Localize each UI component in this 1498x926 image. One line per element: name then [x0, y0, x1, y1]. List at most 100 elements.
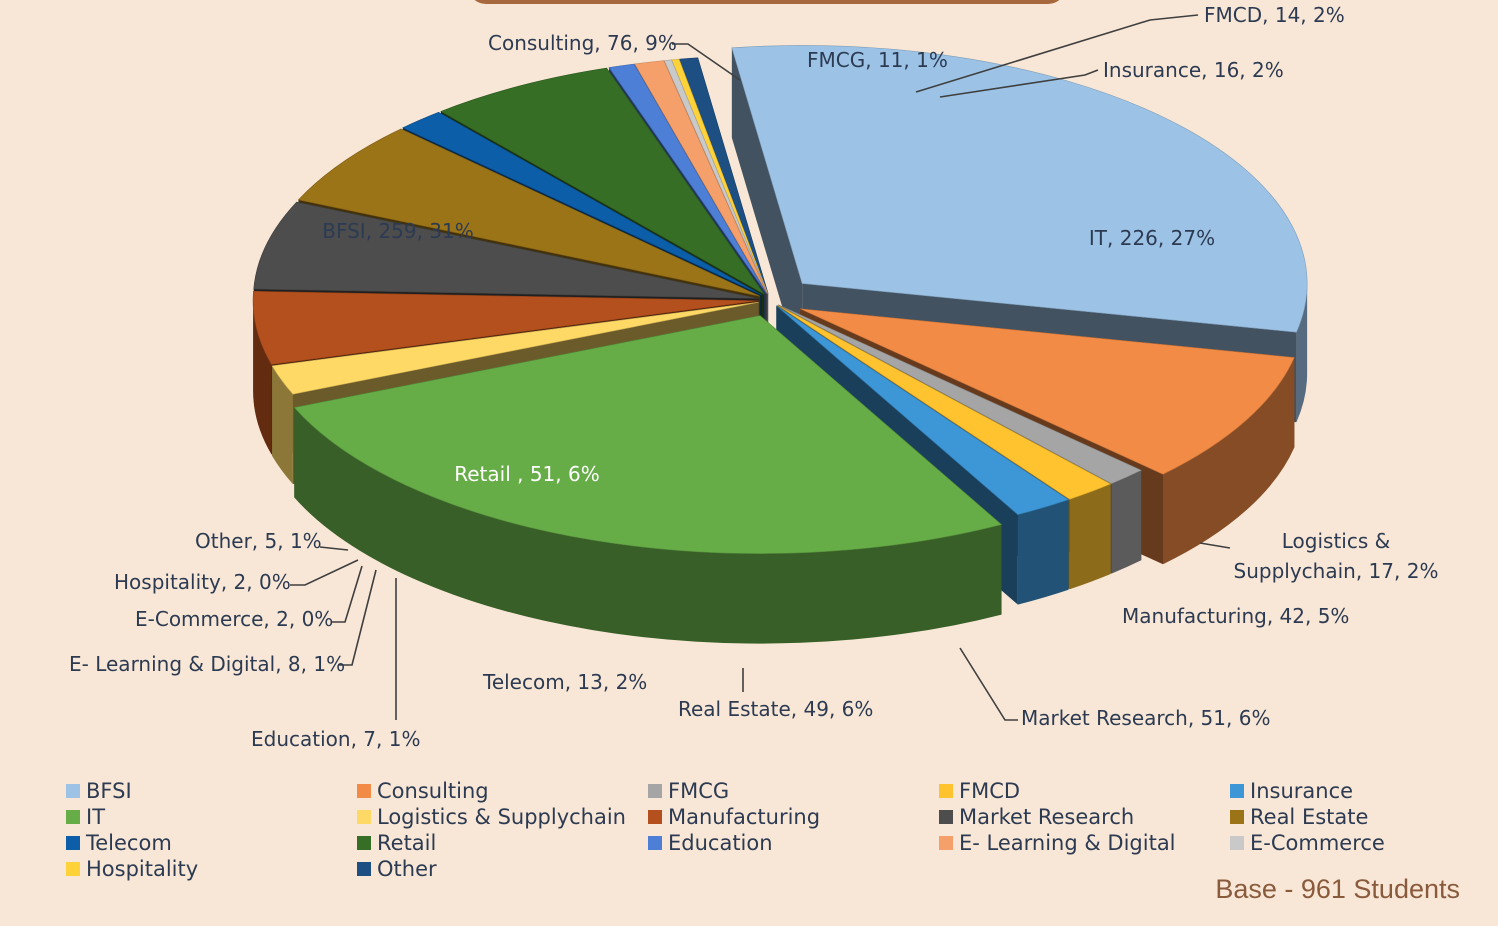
- legend-swatch: [1230, 810, 1244, 824]
- leader-other: [319, 546, 349, 551]
- legend-label: Market Research: [959, 805, 1135, 829]
- label-logistics-line2: Supplychain, 17, 2%: [1234, 559, 1439, 583]
- label-fmcg: FMCG, 11, 1%: [807, 48, 948, 72]
- slice-top: [252, 290, 759, 365]
- slice-top: [777, 304, 1112, 500]
- legend-swatch: [1230, 784, 1244, 798]
- legend-label: E-Commerce: [1250, 831, 1385, 855]
- pie-slices: [252, 45, 1308, 644]
- legend-item: Insurance: [1230, 778, 1498, 804]
- label-consulting: Consulting, 76, 9%: [488, 31, 677, 55]
- legend-label: Manufacturing: [668, 805, 821, 829]
- legend-swatch: [939, 836, 953, 850]
- leader-insurance: [939, 69, 1099, 98]
- legend-item: BFSI: [66, 778, 357, 804]
- label-other: Other, 5, 1%: [195, 529, 322, 553]
- legend-item: FMCG: [648, 778, 939, 804]
- legend-label: BFSI: [86, 779, 132, 803]
- slice-side: [294, 407, 1002, 644]
- legend-label: Retail: [377, 831, 437, 855]
- legend-swatch: [357, 810, 371, 824]
- pie-chart: BFSI, 259, 31% Consulting, 76, 9% FMCG, …: [69, 3, 1439, 751]
- legend-label: Logistics & Supplychain: [377, 805, 626, 829]
- slice-top: [663, 59, 768, 294]
- leader-elearning: [338, 569, 377, 666]
- label-it: IT, 226, 27%: [1089, 226, 1215, 250]
- leader-logistics: [1199, 542, 1231, 549]
- label-logistics-line1: Logistics &: [1282, 529, 1390, 553]
- legend-item: IT: [66, 804, 357, 830]
- legend-item: FMCD: [939, 778, 1230, 804]
- label-insurance: Insurance, 16, 2%: [1103, 58, 1284, 82]
- legend-swatch: [357, 836, 371, 850]
- legend-item: Manufacturing: [648, 804, 939, 830]
- slice-it: [293, 315, 1003, 644]
- legend-label: IT: [86, 805, 106, 829]
- legend-item: Hospitality: [66, 856, 357, 882]
- legend-swatch: [939, 784, 953, 798]
- legend-item: Telecom: [66, 830, 357, 856]
- slice-top: [776, 305, 1070, 515]
- legend-item: Retail: [357, 830, 648, 856]
- legend-item: Education: [648, 830, 939, 856]
- slice-side: [1111, 470, 1142, 574]
- legend-item: Consulting: [357, 778, 648, 804]
- label-market-research: Market Research, 51, 6%: [1021, 706, 1270, 730]
- label-education: Education, 7, 1%: [251, 727, 420, 751]
- base-note: Base - 961 Students: [1215, 874, 1460, 904]
- label-ecommerce: E-Commerce, 2, 0%: [135, 607, 333, 631]
- leader-lines: [290, 14, 1231, 721]
- legend-label: Real Estate: [1250, 805, 1369, 829]
- slice-side: [1296, 283, 1308, 423]
- slice-top: [778, 304, 1142, 484]
- legend-item: Market Research: [939, 804, 1230, 830]
- label-telecom: Telecom, 13, 2%: [482, 670, 647, 694]
- leader-ecommerce: [332, 565, 363, 623]
- leader-market-research: [959, 647, 1018, 721]
- leader-consulting: [672, 43, 741, 81]
- legend-item: E-Commerce: [1230, 830, 1498, 856]
- chart-legend: BFSI Consulting FMCG FMCD Insurance IT Logisti…: [66, 778, 1498, 882]
- legend-item: E- Learning & Digital: [939, 830, 1230, 856]
- slice-top: [402, 111, 763, 296]
- slice-top: [297, 128, 761, 297]
- legend-label: Hospitality: [86, 857, 199, 881]
- leader-fmcd: [915, 14, 1199, 93]
- label-real-estate: Real Estate, 49, 6%: [678, 697, 873, 721]
- slice-top: [271, 301, 759, 395]
- label-hospitality: Hospitality, 2, 0%: [114, 570, 291, 594]
- legend-item: Other: [357, 856, 648, 882]
- legend-swatch: [357, 784, 371, 798]
- label-fmcd: FMCD, 14, 2%: [1204, 3, 1345, 27]
- slice-top: [440, 67, 765, 295]
- label-elearning: E- Learning & Digital, 8, 1%: [69, 652, 345, 676]
- slice-top: [634, 60, 768, 294]
- slice-wall: [731, 47, 803, 374]
- slice-top: [608, 63, 767, 294]
- legend-label: FMCG: [668, 779, 730, 803]
- label-manufacturing: Manufacturing, 42, 5%: [1122, 604, 1349, 628]
- slice-top: [799, 308, 1295, 475]
- legend-swatch: [66, 862, 80, 876]
- legend-label: Education: [668, 831, 773, 855]
- legend-label: Telecom: [86, 831, 172, 855]
- legend-label: E- Learning & Digital: [959, 831, 1176, 855]
- label-bfsi: BFSI, 259, 31%: [322, 219, 474, 243]
- label-retail: Retail , 51, 6%: [454, 462, 599, 486]
- legend-swatch: [939, 810, 953, 824]
- legend-swatch: [648, 810, 662, 824]
- legend-label: Consulting: [377, 779, 489, 803]
- leader-hospitality: [290, 559, 359, 586]
- slice-top: [731, 45, 1308, 333]
- legend-swatch: [66, 784, 80, 798]
- legend-label: Insurance: [1250, 779, 1354, 803]
- slice-side: [1163, 357, 1295, 565]
- legend-swatch: [648, 836, 662, 850]
- slice-top: [253, 201, 759, 299]
- legend-swatch: [66, 836, 80, 850]
- legend-swatch: [357, 862, 371, 876]
- legend-label: Other: [377, 857, 437, 881]
- slice-top: [293, 315, 1003, 554]
- slice-side: [1069, 484, 1111, 590]
- legend-swatch: [648, 784, 662, 798]
